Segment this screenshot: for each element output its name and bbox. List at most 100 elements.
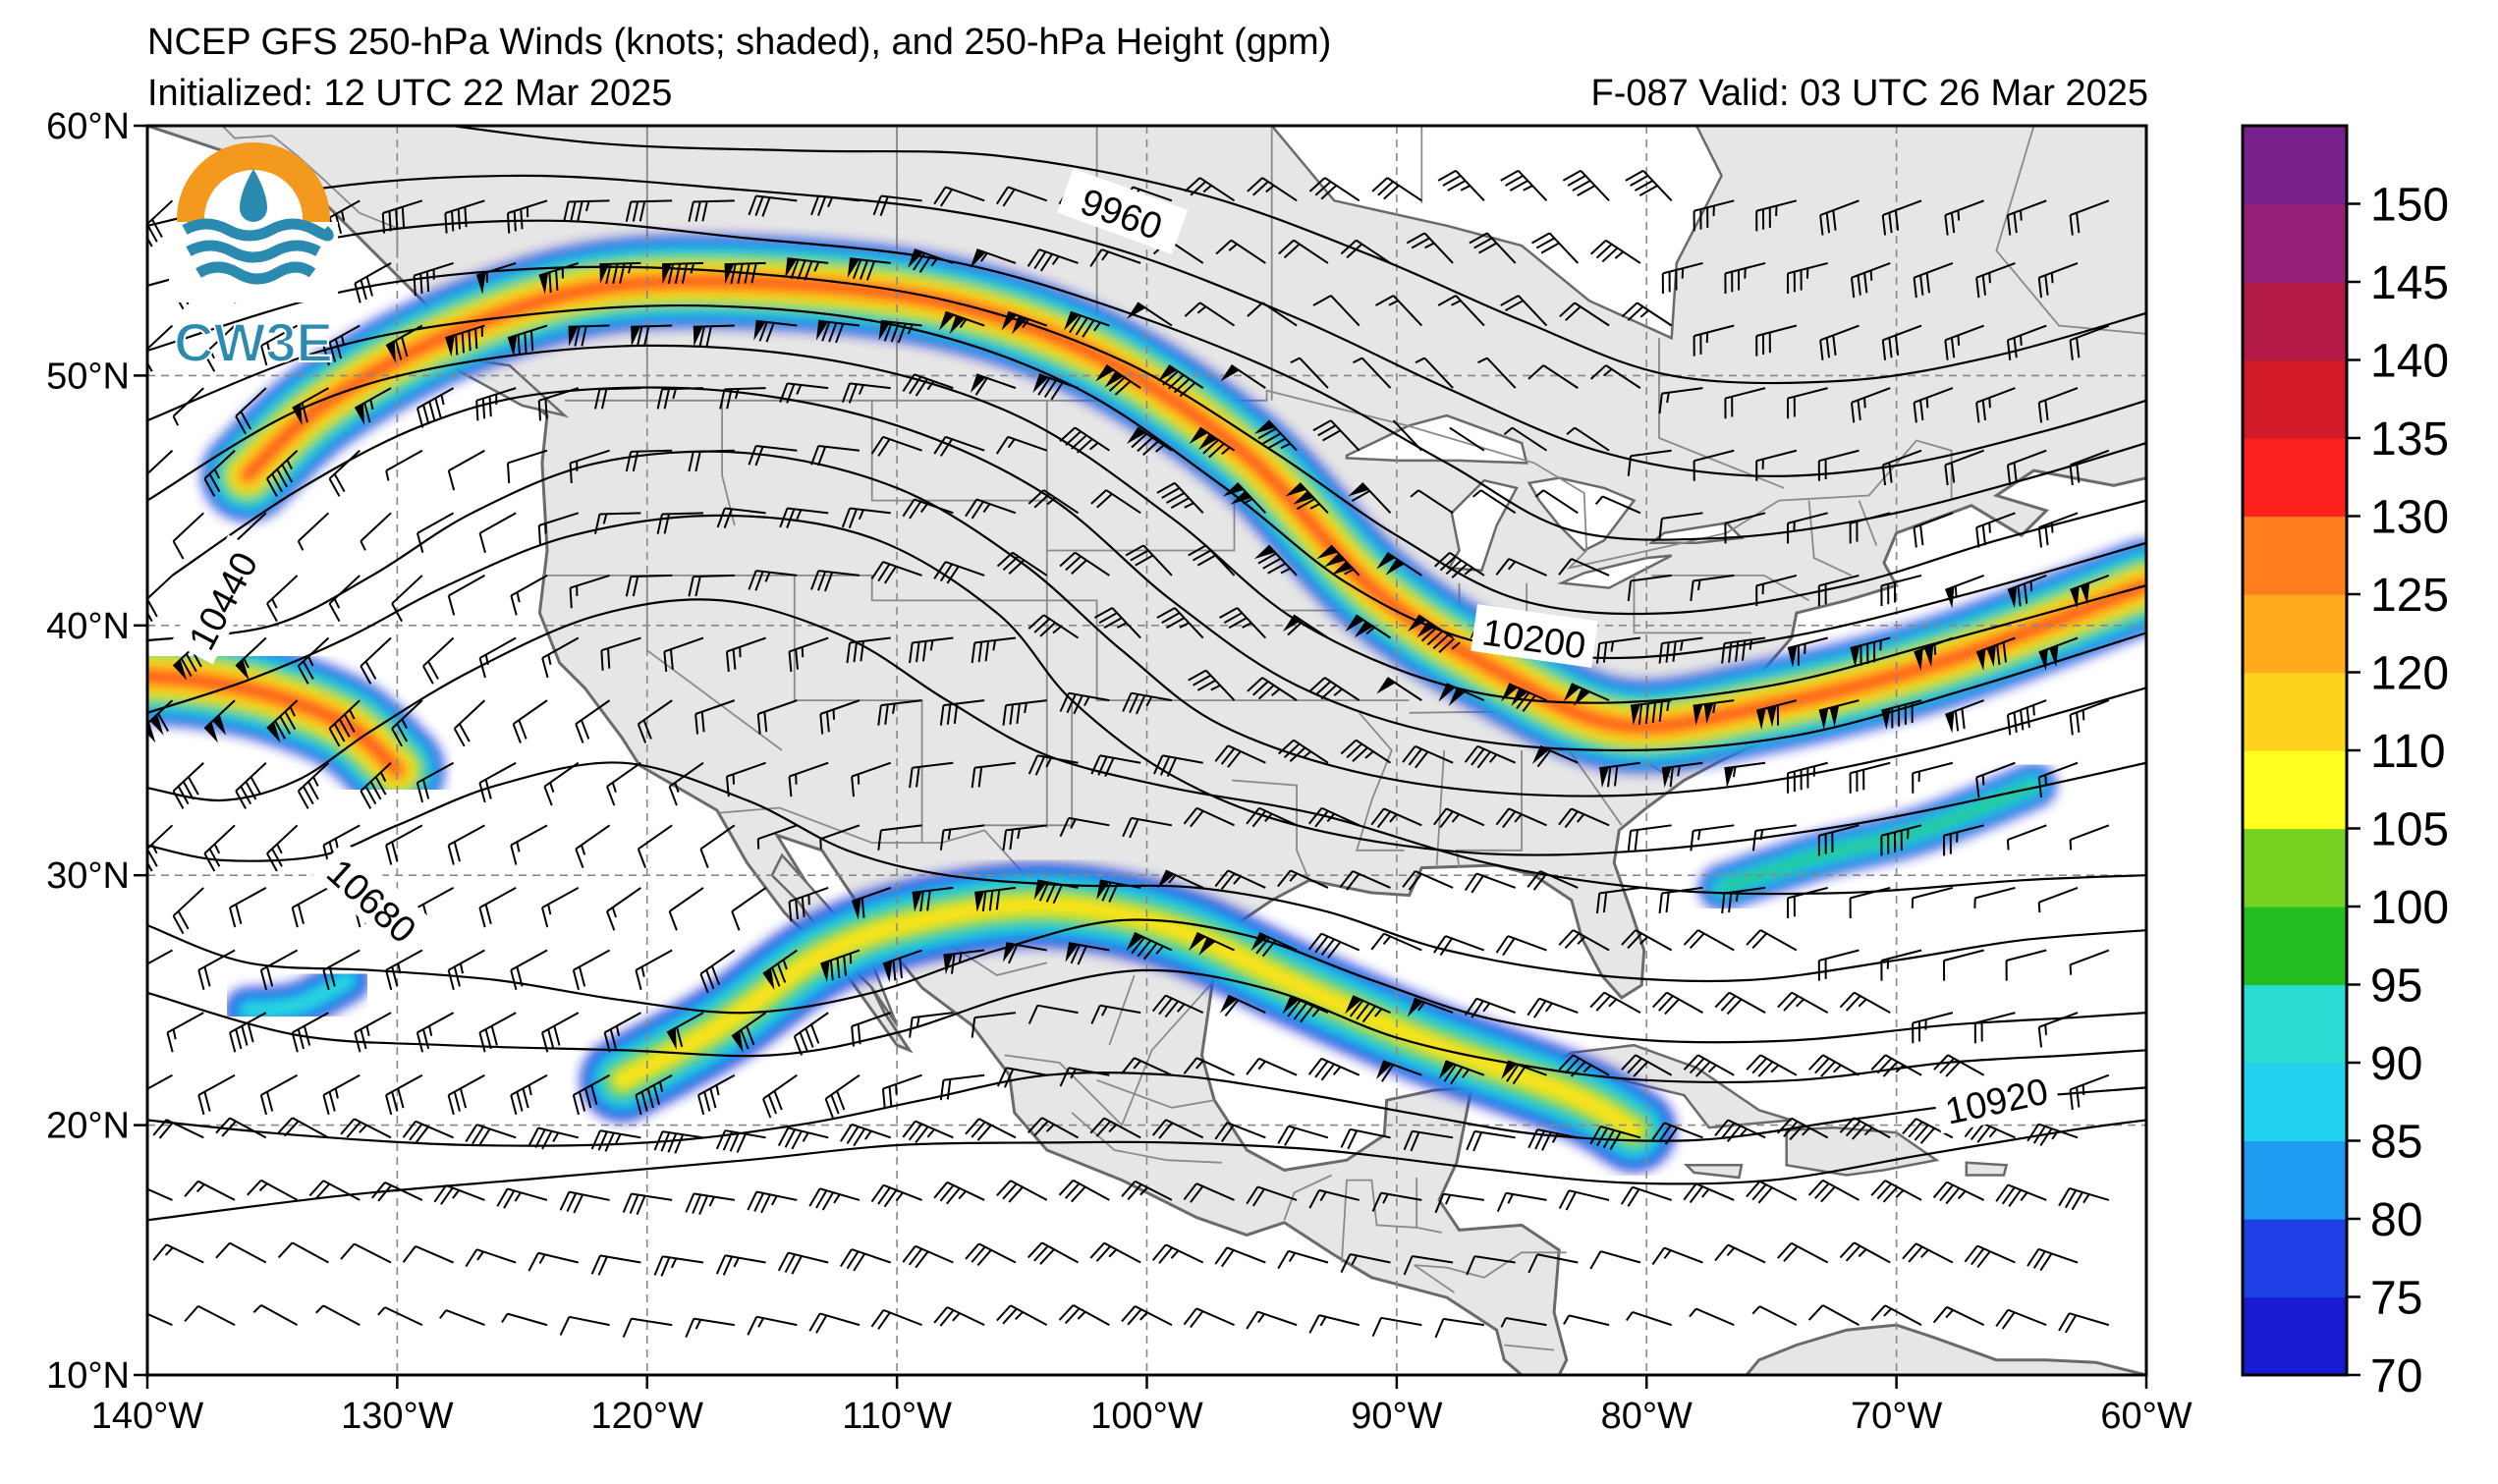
wind-barb xyxy=(1278,239,1329,264)
speed-band-95 xyxy=(1717,781,2038,892)
wind-barb xyxy=(939,824,985,851)
wind-barb xyxy=(1913,512,1954,548)
wind-barb xyxy=(559,1315,610,1336)
wind-barb xyxy=(184,1180,236,1201)
wind-barb xyxy=(1183,806,1235,828)
wind-barb xyxy=(2005,949,2047,981)
wind-barb xyxy=(1500,169,1548,202)
wind-barb xyxy=(439,1309,485,1327)
wind-barb xyxy=(1658,636,1703,664)
wind-barb xyxy=(1714,991,1766,1016)
speed-band-90 xyxy=(243,975,352,1016)
wind-barb xyxy=(725,636,766,673)
wind-barb xyxy=(147,575,174,623)
wind-barb xyxy=(1151,1119,1204,1139)
wind-barb xyxy=(1683,929,1735,952)
wind-barb xyxy=(715,1254,766,1276)
wind-barb xyxy=(594,387,641,410)
wind-barb xyxy=(385,324,423,363)
wind-barb xyxy=(1563,1314,1610,1327)
wind-barb xyxy=(599,261,641,285)
wind-barb xyxy=(2070,574,2110,609)
height-contour xyxy=(171,386,2146,752)
border-line xyxy=(1633,575,1752,634)
lake-erie xyxy=(1557,554,1673,589)
wind-barb xyxy=(297,636,330,685)
wind-barb xyxy=(731,1012,767,1053)
wind-barb xyxy=(1693,699,1735,726)
wind-barb xyxy=(1755,449,1798,481)
wind-barb xyxy=(622,1192,673,1215)
wind-barb xyxy=(1870,1304,1922,1327)
wind-barb xyxy=(527,1127,580,1150)
wind-barb xyxy=(1787,636,1828,668)
y-tick-label: 60°N xyxy=(46,106,130,147)
wind-barb xyxy=(656,512,704,534)
wind-barb xyxy=(1531,232,1580,264)
wind-barb xyxy=(291,887,329,928)
wind-barb xyxy=(1096,879,1141,903)
border-line xyxy=(1414,1264,1455,1293)
wind-barb xyxy=(1558,1054,1610,1077)
wind-barb xyxy=(1975,761,2016,798)
wind-barb xyxy=(147,324,174,372)
wind-barb xyxy=(819,949,860,983)
border-line xyxy=(1414,1251,1567,1279)
y-tick-label: 40°N xyxy=(46,606,130,647)
wind-barb xyxy=(1312,295,1360,327)
wind-barb xyxy=(748,570,798,591)
wind-barb xyxy=(2037,512,2079,548)
wind-barb xyxy=(625,199,673,222)
wind-barb xyxy=(1589,1250,1641,1270)
wind-barb xyxy=(724,261,766,285)
colorbar-label: 125 xyxy=(2370,570,2449,622)
border-line xyxy=(1416,1227,1442,1234)
wind-barb xyxy=(1277,1125,1329,1146)
wind-barb xyxy=(902,373,954,397)
wind-barb xyxy=(354,262,392,303)
wind-barb xyxy=(328,699,361,747)
wind-barb xyxy=(1371,1191,1422,1212)
wind-barb xyxy=(971,1012,1017,1038)
wind-barb xyxy=(777,1251,829,1275)
wind-barb xyxy=(360,636,392,685)
wind-barb xyxy=(1881,199,1922,236)
wind-barb xyxy=(1714,1243,1766,1264)
border-line xyxy=(1807,500,1853,577)
wind-barb xyxy=(882,949,922,983)
wind-barb xyxy=(1995,1308,2047,1330)
wind-barb xyxy=(1651,991,1703,1016)
wind-barb xyxy=(2058,1312,2110,1334)
wind-barb xyxy=(1721,886,1766,914)
wind-barb xyxy=(1661,261,1703,295)
wind-barb xyxy=(1408,614,1461,653)
wind-barb xyxy=(391,575,423,623)
colorbar-label: 150 xyxy=(2370,180,2449,232)
wind-barb xyxy=(1818,699,1860,730)
south-america-land xyxy=(1571,1323,2146,1375)
wind-barb xyxy=(478,761,517,803)
wind-barb xyxy=(1340,739,1392,764)
wind-barb xyxy=(902,1244,954,1269)
colorbar-label: 100 xyxy=(2370,882,2449,934)
wind-barb xyxy=(1126,302,1173,327)
wind-barb xyxy=(637,824,673,869)
wind-barb xyxy=(572,1073,611,1116)
wind-barb xyxy=(808,1312,860,1334)
wind-barb xyxy=(622,1317,673,1339)
wind-barb xyxy=(1933,1054,1985,1077)
wind-barb xyxy=(1621,929,1673,952)
wind-barb xyxy=(1464,997,1517,1018)
colorbar-swatch xyxy=(2243,516,2347,595)
x-tick-label: 100°W xyxy=(1090,1396,1203,1437)
wind-barb xyxy=(965,1242,1017,1266)
wind-barb xyxy=(1339,870,1391,891)
wind-barb xyxy=(1558,807,1610,829)
colorbar-swatch xyxy=(2243,1140,2347,1220)
colorbar: 70 75 80 85 90 95 100 105 110 120 125 130 135 140 145 1… xyxy=(2241,124,2449,1402)
wind-barb xyxy=(1913,387,1954,423)
wind-barb xyxy=(507,324,548,357)
wind-barb xyxy=(1434,1192,1485,1214)
wind-barb xyxy=(203,699,236,743)
wind-barb xyxy=(1093,607,1141,639)
